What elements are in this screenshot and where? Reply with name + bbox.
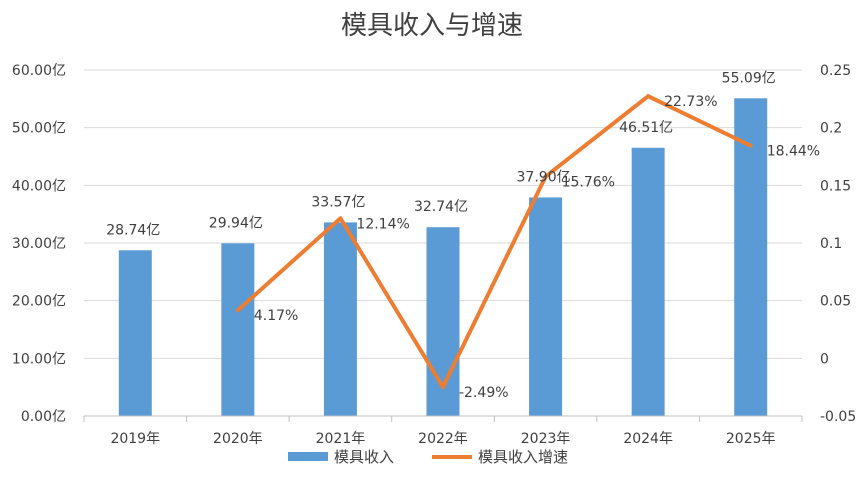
bar xyxy=(221,243,255,416)
bar-value-label: 37.90亿 xyxy=(517,169,571,185)
y-right-tick-label: 0.05 xyxy=(820,294,851,310)
bar-series xyxy=(118,98,768,416)
x-tick-label: 2019年 xyxy=(110,431,160,447)
axes: 0.00亿 10.00亿 20.00亿 30.00亿 40.00亿 50.00亿 60.00… xyxy=(12,63,856,447)
data-labels: 28.74亿 29.94亿 33.57亿 32.74亿 37.90亿 46.51亿 55.0… xyxy=(106,70,820,401)
x-tick-label: 2022年 xyxy=(418,431,468,447)
bar xyxy=(631,147,665,416)
bar xyxy=(118,250,152,416)
y-right-tick-label: -0.05 xyxy=(820,409,856,425)
growth-value-label: 18.44% xyxy=(767,144,820,160)
bar-value-label: 55.09亿 xyxy=(722,70,776,86)
bar-value-label: 32.74亿 xyxy=(414,199,468,215)
growth-line xyxy=(236,94,752,390)
x-tick-label: 2020年 xyxy=(213,431,263,447)
y-right-tick-label: 0.25 xyxy=(820,63,851,79)
legend-label-bar: 模具收入 xyxy=(334,448,394,466)
growth-value-label: 15.76% xyxy=(562,175,615,191)
growth-value-label: 22.73% xyxy=(664,94,717,110)
line-series xyxy=(235,94,753,390)
x-tick-label: 2025年 xyxy=(726,431,776,447)
growth-point xyxy=(543,174,548,179)
bar-value-label: 28.74亿 xyxy=(106,222,160,238)
bar xyxy=(323,222,357,416)
y-left-tick-label: 30.00亿 xyxy=(12,236,66,252)
y-left-tick-label: 60.00亿 xyxy=(12,63,66,79)
y-right-tick-label: 0.1 xyxy=(820,236,842,252)
bar-value-label: 46.51亿 xyxy=(619,120,673,136)
growth-point xyxy=(235,308,240,313)
chart-title: 模具收入与增速 xyxy=(341,11,523,41)
y-right-tick-label: 0.15 xyxy=(820,178,851,194)
bar xyxy=(734,98,768,416)
y-left-tick-label: 0.00亿 xyxy=(21,409,66,425)
y-left-tick-label: 10.00亿 xyxy=(12,351,66,367)
y-right-tick-label: 0 xyxy=(820,351,829,367)
x-tick-label: 2023年 xyxy=(521,431,571,447)
growth-point xyxy=(646,94,651,99)
growth-point xyxy=(441,385,445,390)
bar-value-label: 29.94亿 xyxy=(209,215,263,231)
growth-value-label: -2.49% xyxy=(459,385,509,401)
y-left-tick-label: 50.00亿 xyxy=(12,121,66,137)
x-tick-label: 2021年 xyxy=(316,431,366,447)
growth-value-label: 4.17% xyxy=(254,308,298,324)
legend-label-line: 模具收入增速 xyxy=(478,448,568,466)
y-right-tick-label: 0.2 xyxy=(820,121,842,137)
y-left-tick-label: 20.00亿 xyxy=(12,294,66,310)
legend: 模具收入 模具收入增速 xyxy=(288,448,568,466)
x-tick-label: 2024年 xyxy=(623,431,673,447)
legend-swatch-bar xyxy=(288,452,328,461)
y-left-tick-label: 40.00亿 xyxy=(12,178,66,194)
growth-point xyxy=(338,216,343,221)
growth-value-label: 12.14% xyxy=(356,216,409,232)
bar-value-label: 33.57亿 xyxy=(311,194,365,210)
bar xyxy=(529,197,563,416)
growth-point xyxy=(748,143,753,148)
